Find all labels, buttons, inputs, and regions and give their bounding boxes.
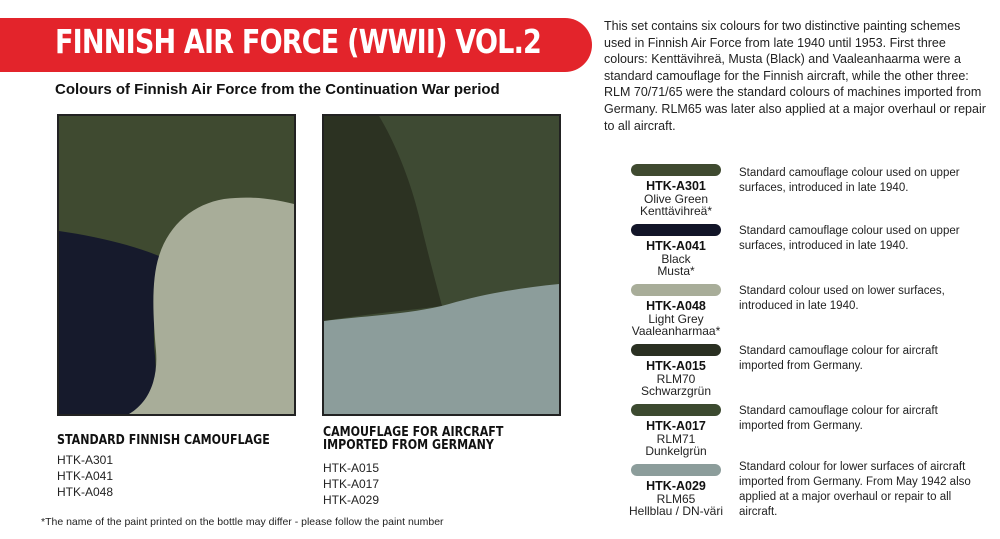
scheme-title-finnish: STANDARD FINNISH CAMOUFLAGE (57, 433, 270, 448)
code-item: HTK-A017 (323, 477, 380, 491)
paint-code: HTK-A017 (646, 419, 706, 433)
paint-description: Standard colour for lower surfaces of ai… (739, 461, 971, 518)
page-title: FINNISH AIR FORCE (WWII) VOL.2 (55, 22, 542, 61)
scheme-title-german: CAMOUFLAGE FOR AIRCRAFT IMPORTED FROM GE… (323, 425, 504, 453)
title-banner: FINNISH AIR FORCE (WWII) VOL.2 (0, 18, 592, 72)
paint-swatch (631, 224, 721, 236)
paint-alt-name: Hellblau / DN-väri (628, 504, 724, 518)
paint-alt-name: Dunkelgrün (645, 444, 707, 458)
paint-code: HTK-A048 (646, 299, 706, 313)
paint-item: HTK-A301 Olive Green Kenttävihreä* (620, 164, 732, 218)
paint-item: HTK-A041 Black Musta* (620, 224, 732, 278)
footnote: *The name of the paint printed on the bo… (41, 516, 444, 528)
paint-name: RLM71 (656, 431, 696, 446)
paint-code: HTK-A301 (646, 179, 706, 193)
paint-alt-name: Vaaleanharmaa* (631, 324, 721, 338)
code-item: HTK-A041 (57, 469, 114, 483)
paint-name: Light Grey (648, 311, 704, 326)
german-camouflage-swatch (322, 114, 561, 416)
finnish-camouflage-pattern (59, 116, 294, 414)
paint-alt-name: Kenttävihreä* (639, 204, 713, 218)
paint-description: Standard colour used on lower surfaces, … (739, 285, 945, 312)
paint-description: Standard camouflage colour used on upper… (739, 225, 960, 252)
paint-item: HTK-A048 Light Grey Vaaleanharmaa* (620, 284, 732, 338)
paint-name: Olive Green (643, 191, 709, 206)
paint-alt-name: Schwarzgrün (640, 384, 712, 398)
paint-item: HTK-A015 RLM70 Schwarzgrün (620, 344, 732, 398)
paint-alt-name: Musta* (657, 264, 695, 278)
paint-swatch (631, 164, 721, 176)
code-item: HTK-A301 (57, 453, 114, 467)
page-subtitle: Colours of Finnish Air Force from the Co… (55, 81, 500, 98)
scheme-codes-finnish: HTK-A301 HTK-A041 HTK-A048 (57, 452, 113, 500)
paint-description: Standard camouflage colour for aircraft … (739, 405, 938, 432)
finnish-camouflage-swatch (57, 114, 296, 416)
paint-swatch (631, 464, 721, 476)
scheme-codes-german: HTK-A015 HTK-A017 HTK-A029 (323, 460, 379, 508)
paint-swatch (631, 344, 721, 356)
paint-code: HTK-A029 (646, 479, 706, 493)
paint-swatch (631, 404, 721, 416)
paint-description: Standard camouflage colour used on upper… (739, 167, 960, 194)
paint-code: HTK-A041 (646, 239, 706, 253)
black-area (59, 231, 159, 414)
paint-description: Standard camouflage colour for aircraft … (739, 345, 938, 372)
paint-item: HTK-A029 RLM65 Hellblau / DN-väri (620, 464, 732, 518)
schwarzgruen-area (324, 116, 442, 321)
code-item: HTK-A015 (323, 461, 380, 475)
intro-text: This set contains six colours for two di… (604, 19, 986, 133)
paint-code: HTK-A015 (646, 359, 706, 373)
hellblau-area (324, 284, 559, 414)
paint-name: RLM70 (656, 371, 696, 386)
paint-swatch (631, 284, 721, 296)
grey-area (129, 197, 294, 414)
german-camouflage-pattern (324, 116, 559, 414)
paint-name: Black (661, 251, 691, 266)
code-item: HTK-A048 (57, 485, 114, 499)
paint-name: RLM65 (656, 491, 696, 506)
paint-item: HTK-A017 RLM71 Dunkelgrün (620, 404, 732, 458)
code-item: HTK-A029 (323, 493, 380, 507)
